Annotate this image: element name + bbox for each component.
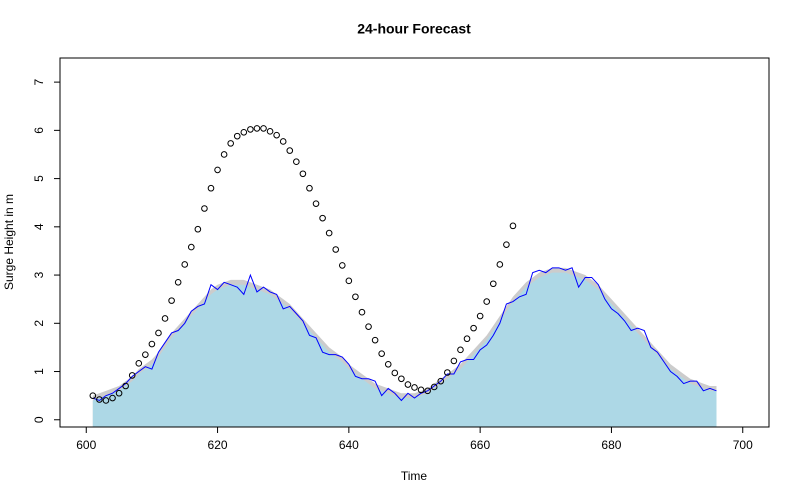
point <box>89 392 97 399</box>
x-tick-label: 680 <box>601 438 621 452</box>
y-axis-label: Surge Height in m <box>2 194 16 290</box>
x-tick-label: 600 <box>76 438 96 452</box>
point <box>352 293 359 301</box>
x-tick-label: 640 <box>339 438 359 452</box>
point <box>155 329 162 337</box>
point <box>398 375 405 383</box>
point <box>293 158 300 166</box>
point <box>496 261 504 268</box>
point <box>463 335 471 343</box>
point <box>109 394 116 402</box>
point <box>345 277 353 285</box>
line <box>92 267 717 402</box>
area <box>92 272 717 427</box>
point <box>325 229 333 237</box>
point <box>96 396 103 403</box>
point <box>253 125 261 132</box>
point <box>194 225 202 233</box>
y-tick-label: 3 <box>32 271 46 278</box>
y-tick-label: 0 <box>32 416 46 423</box>
chart-title: 24-hour Forecast <box>357 21 471 37</box>
point <box>411 384 418 391</box>
x-axis-label: Time <box>401 469 428 483</box>
point <box>476 312 484 320</box>
y-tick-label: 4 <box>32 223 46 230</box>
point <box>444 369 451 376</box>
point <box>266 128 274 135</box>
y-tick-label: 7 <box>32 78 46 85</box>
point <box>128 372 136 379</box>
point <box>273 131 280 139</box>
point <box>312 200 320 207</box>
point <box>220 151 228 158</box>
x-tick-label: 700 <box>733 438 753 452</box>
point <box>214 166 221 174</box>
point <box>260 125 267 132</box>
point <box>135 360 143 367</box>
point <box>181 261 189 268</box>
point <box>338 262 346 269</box>
point <box>168 297 175 304</box>
point <box>122 382 129 390</box>
point <box>247 126 254 133</box>
y-tick-label: 2 <box>32 320 46 327</box>
point <box>391 369 399 377</box>
point <box>457 346 464 354</box>
point <box>470 324 477 332</box>
point <box>404 381 412 388</box>
point <box>332 246 340 253</box>
y-tick-label: 5 <box>32 175 46 182</box>
point <box>437 377 445 385</box>
point <box>102 397 110 404</box>
x-tick-label: 660 <box>470 438 490 452</box>
point <box>483 298 491 305</box>
point <box>424 387 431 395</box>
point <box>279 138 287 145</box>
point <box>384 360 392 368</box>
point <box>371 336 379 344</box>
y-tick-label: 1 <box>32 368 46 375</box>
y-tick-label: 6 <box>32 127 46 134</box>
point <box>115 389 123 397</box>
point <box>174 278 182 286</box>
point <box>450 357 458 365</box>
point <box>365 323 372 330</box>
point <box>417 386 425 394</box>
point <box>286 147 294 154</box>
point <box>319 214 326 222</box>
point <box>299 170 307 178</box>
point <box>306 184 313 192</box>
point <box>489 280 497 288</box>
point <box>430 383 438 391</box>
point <box>358 308 366 316</box>
x-tick-label: 620 <box>208 438 228 452</box>
point <box>148 340 156 348</box>
point <box>503 241 510 248</box>
point <box>201 205 208 212</box>
point <box>233 132 241 140</box>
point <box>378 350 385 357</box>
point <box>509 222 517 230</box>
point <box>227 140 234 147</box>
point <box>142 351 149 358</box>
plot-frame <box>59 57 770 428</box>
point <box>161 315 169 322</box>
point <box>187 243 195 251</box>
point <box>207 184 215 192</box>
point <box>240 128 248 136</box>
